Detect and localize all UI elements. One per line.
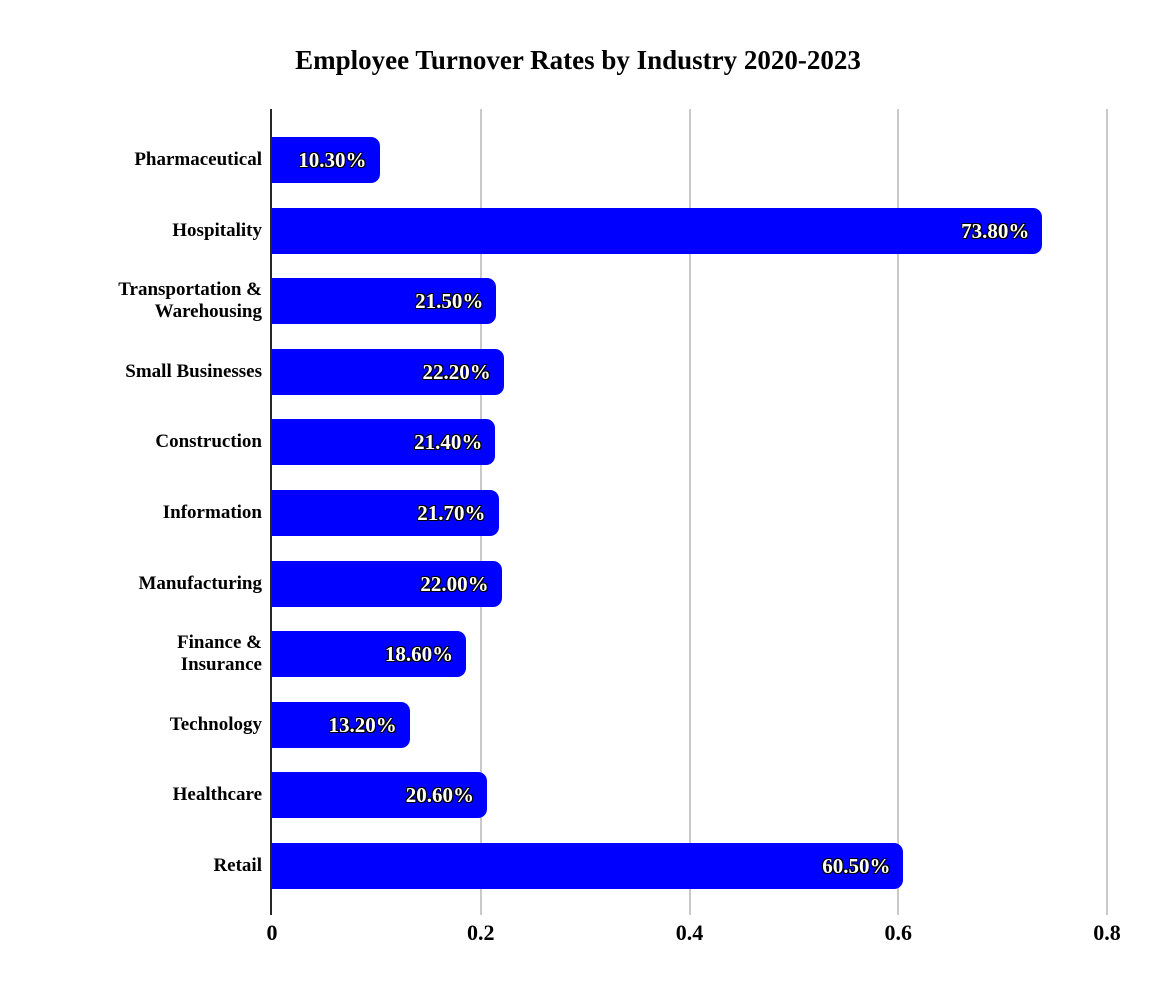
bar-row: 13.20% xyxy=(272,701,410,748)
bar xyxy=(272,490,499,536)
bar-row: 22.20% xyxy=(272,348,504,395)
bar xyxy=(272,560,502,607)
bar-row: 22.00% xyxy=(272,560,502,607)
category-label: Transportation & Warehousing xyxy=(118,279,262,323)
bar xyxy=(272,631,467,678)
bar-value-label: 21.40% xyxy=(414,430,483,455)
gridline xyxy=(897,109,900,915)
gridline xyxy=(688,109,691,915)
x-axis: 0 0.2 0.4 0.6 0.8 xyxy=(267,918,1130,954)
x-tick-label: 0 xyxy=(266,920,278,945)
category-label: Information xyxy=(162,502,262,524)
bar-value-label: 10.30% xyxy=(298,148,367,172)
bar-value-label: 20.60% xyxy=(405,783,475,808)
category-label: Finance & Insurance xyxy=(177,632,262,676)
bar-value-label: 13.20% xyxy=(328,712,397,737)
bar xyxy=(272,419,496,466)
bar-row: 18.60% xyxy=(272,631,467,678)
plot-area: 10.30% 73.80% 21.50% 22.20% 21.40% 21.70% 22.0… xyxy=(270,109,1130,915)
bar-row: 10.30% xyxy=(272,137,380,183)
category-label: Construction xyxy=(155,431,262,453)
y-axis-line xyxy=(270,109,272,915)
x-tick-label: 0.8 xyxy=(1093,920,1121,945)
bar xyxy=(272,843,904,889)
bar-value-label: 22.00% xyxy=(420,571,489,596)
chart-title: Employee Turnover Rates by Industry 2020… xyxy=(295,45,861,75)
bar xyxy=(272,137,380,183)
bar xyxy=(272,207,1043,254)
bar xyxy=(272,772,488,819)
category-axis: Pharmaceutical Hospitality Transportation … xyxy=(0,109,262,915)
bar-value-label: 21.50% xyxy=(415,289,484,314)
category-label: Manufacturing xyxy=(138,572,263,594)
x-tick-label: 0.2 xyxy=(467,920,495,945)
bar-value-label: 60.50% xyxy=(822,854,891,878)
bar-row: 21.70% xyxy=(272,490,499,536)
bar-value-label: 21.70% xyxy=(417,501,486,525)
category-label: Hospitality xyxy=(172,219,262,241)
category-label: Healthcare xyxy=(172,784,262,806)
category-label: Technology xyxy=(169,713,262,735)
category-label: Small Businesses xyxy=(125,360,262,382)
bar-row: 21.50% xyxy=(272,278,497,325)
bar xyxy=(272,348,504,395)
bar-value-label: 73.80% xyxy=(961,218,1030,243)
bar-row: 20.60% xyxy=(272,772,488,819)
category-label: Retail xyxy=(213,855,262,877)
bar xyxy=(272,278,497,325)
x-tick-label: 0.4 xyxy=(675,920,704,945)
x-tick-label: 0.6 xyxy=(884,920,913,945)
bar xyxy=(272,701,410,748)
category-label: Pharmaceutical xyxy=(134,149,262,171)
bar-value-label: 18.60% xyxy=(384,642,454,667)
bar-value-label: 22.20% xyxy=(422,359,491,384)
bar-row: 60.50% xyxy=(272,843,904,889)
bar-row: 73.80% xyxy=(272,207,1043,254)
gridline xyxy=(1106,109,1109,915)
bar-row: 21.40% xyxy=(272,419,496,466)
